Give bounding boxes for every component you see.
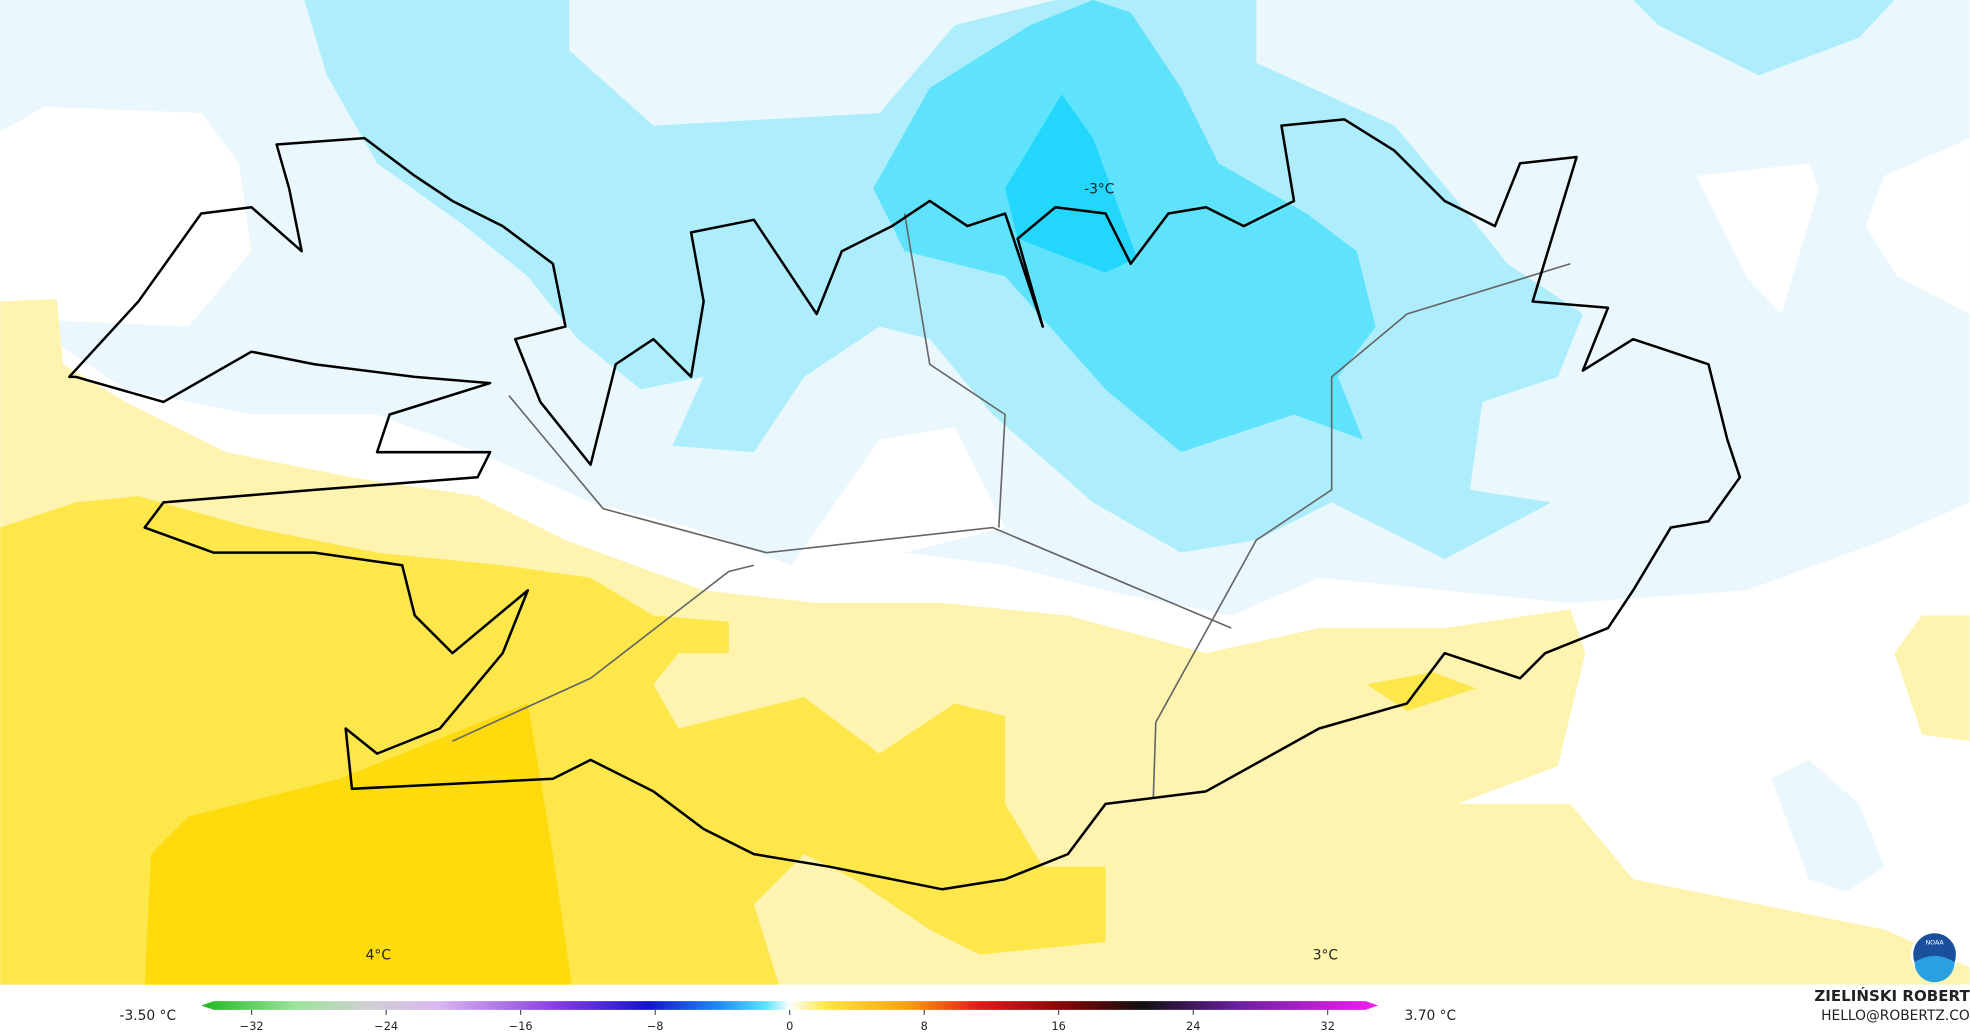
map-layer: -3°C 4°C 3°C NOAA: [0, 0, 1970, 985]
border-line: [1152, 262, 1571, 798]
colorbar-tick-label: 8: [921, 1020, 928, 1033]
colorbar-tick-label: 16: [1052, 1020, 1066, 1033]
region: [1894, 615, 1970, 742]
colorbar-tick-label: 32: [1321, 1020, 1335, 1033]
region: [1366, 671, 1477, 711]
region: [1633, 0, 1895, 76]
region: [1695, 163, 1820, 315]
region: [578, 427, 1006, 591]
contour-label: 4°C: [366, 948, 391, 964]
colorbar-tick-label: −32: [240, 1020, 264, 1033]
region: [1005, 94, 1137, 273]
region: [144, 703, 572, 985]
colorbar-tick-label: −8: [647, 1020, 664, 1033]
colorbar-tick-label: −24: [374, 1020, 398, 1033]
border-line: [508, 395, 1232, 629]
region: [0, 106, 252, 327]
colorbar: -3.50 °C 3.70 °C ZIELIŃSKI ROBERT HELLO@…: [0, 984, 1970, 1035]
logo-wave: [1914, 955, 1955, 983]
region: [1771, 759, 1885, 892]
colorbar-scale: [201, 1001, 1379, 1010]
contour-label: 3°C: [1313, 948, 1338, 964]
max-label: 3.70 °C: [1405, 1008, 1457, 1024]
author: ZIELIŃSKI ROBERT: [1814, 986, 1970, 1005]
colorbar-tick-label: 24: [1186, 1020, 1200, 1033]
colorbar-tick-label: 0: [786, 1020, 793, 1033]
min-label: -3.50 °C: [119, 1008, 176, 1024]
colorbar-tick-label: −16: [509, 1020, 533, 1033]
border-line: [452, 564, 755, 742]
contour-label: -3°C: [1084, 181, 1114, 197]
border-line: [903, 213, 1006, 528]
noaa-logo: NOAA: [1910, 930, 1959, 983]
coastline: [68, 118, 1742, 891]
contact: HELLO@ROBERTZ.CO: [1821, 1008, 1970, 1024]
logo-text: NOAA: [1925, 940, 1944, 947]
region: [1865, 138, 1970, 315]
